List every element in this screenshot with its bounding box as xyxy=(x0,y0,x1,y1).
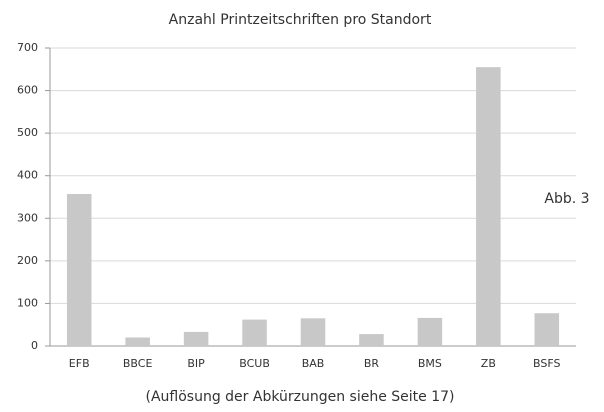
x-tick-label: BR xyxy=(364,357,380,370)
y-tick-label: 500 xyxy=(17,126,38,139)
x-tick-label: BBCE xyxy=(123,357,153,370)
bar xyxy=(125,337,150,346)
y-tick-label: 400 xyxy=(17,169,38,182)
y-tick-label: 200 xyxy=(17,254,38,267)
y-tick-label: 0 xyxy=(31,339,38,352)
x-tick-label: BIP xyxy=(187,357,205,370)
y-tick-label: 700 xyxy=(17,41,38,54)
bar xyxy=(417,317,443,346)
y-tick-label: 100 xyxy=(17,296,38,309)
x-tick-label: BSFS xyxy=(533,357,560,370)
bar xyxy=(242,319,267,346)
bar xyxy=(183,331,209,346)
bar xyxy=(359,334,384,346)
x-tick-label: BMS xyxy=(418,357,442,370)
x-tick-label: BCUB xyxy=(239,357,270,370)
x-tick-label: BAB xyxy=(302,357,325,370)
caption: (Auflösung der Abkürzungen siehe Seite 1… xyxy=(145,389,454,405)
chart-title: Anzahl Printzeitschriften pro Standort xyxy=(169,12,432,28)
bar xyxy=(534,313,560,346)
bar xyxy=(300,318,326,346)
bar xyxy=(66,194,92,346)
x-tick-label: EFB xyxy=(69,357,90,370)
y-tick-label: 300 xyxy=(17,211,38,224)
y-tick-label: 600 xyxy=(17,84,38,97)
annotation: Abb. 3 xyxy=(544,191,589,207)
x-tick-label: ZB xyxy=(481,357,496,370)
bar xyxy=(476,67,501,347)
